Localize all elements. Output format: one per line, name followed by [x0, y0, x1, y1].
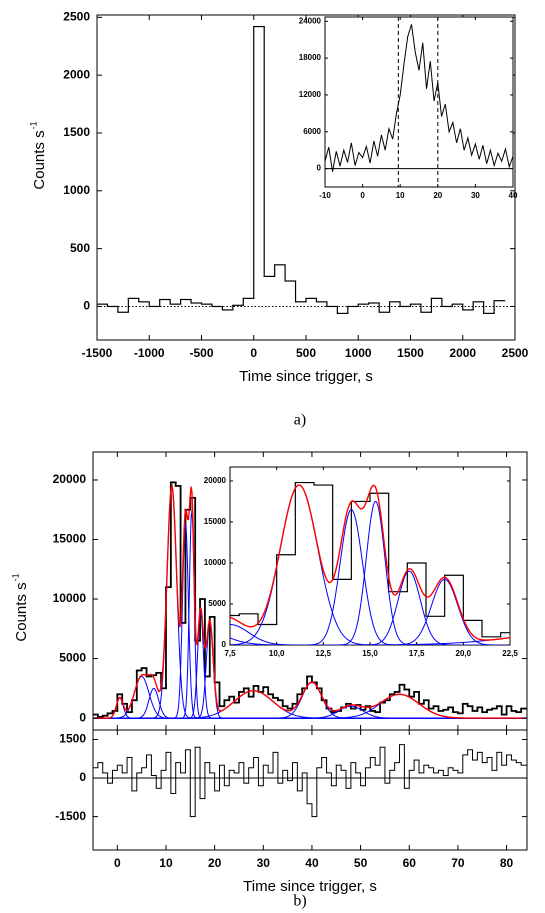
x-tick-label: 500 — [296, 346, 316, 360]
y-tick-label: 0 — [79, 710, 86, 724]
x-tick-label: 80 — [500, 856, 514, 870]
y-tick-label: 0 — [79, 770, 86, 784]
plot-frame — [92, 729, 528, 851]
fit-total — [93, 483, 527, 719]
x-tick-label: 2000 — [449, 346, 476, 360]
x-tick-label: 15,0 — [362, 649, 378, 658]
x-tick-label: 30 — [471, 191, 480, 200]
x-tick-label: 40 — [305, 856, 319, 870]
caption: a) — [294, 412, 306, 429]
plot-area — [97, 25, 515, 314]
y-tick-label: 15000 — [53, 532, 87, 546]
y-tick-label: 15000 — [204, 517, 227, 526]
y-tick-label: 0 — [222, 640, 227, 649]
x-tick-label: 30 — [257, 856, 271, 870]
x-tick-label: 20 — [433, 191, 442, 200]
data-line — [325, 24, 513, 172]
y-tick-label: 1500 — [63, 125, 90, 139]
y-tick-label: 20000 — [53, 472, 87, 486]
x-tick-label: 0 — [114, 856, 121, 870]
plot-area — [325, 17, 513, 187]
y-tick-label: 20000 — [204, 476, 227, 485]
x-tick-label: 50 — [354, 856, 368, 870]
y-tick-label: -1500 — [55, 809, 86, 823]
plot-area — [93, 481, 527, 719]
y-tick-label: 0 — [83, 299, 90, 313]
plot-frame — [324, 16, 514, 188]
y-tick-label: 2500 — [63, 9, 90, 23]
fit-total — [230, 484, 510, 641]
y-tick-label: 5000 — [208, 599, 226, 608]
plot-area — [93, 744, 527, 818]
x-tick-label: 10 — [159, 856, 173, 870]
caption: b) — [293, 893, 306, 910]
fit-component — [230, 509, 510, 645]
x-tick-label: 70 — [451, 856, 465, 870]
y-tick-label: 2000 — [63, 67, 90, 81]
y-tick-label: 10000 — [53, 591, 87, 605]
x-tick-label: 1000 — [345, 346, 372, 360]
x-axis-label: Time since trigger, s — [243, 878, 377, 895]
x-tick-label: 20 — [208, 856, 222, 870]
y-tick-label: 1500 — [59, 732, 86, 746]
y-tick-label: 5000 — [59, 651, 86, 665]
y-tick-label: 0 — [317, 164, 322, 173]
x-axis-label: Time since trigger, s — [239, 368, 373, 385]
x-tick-label: -10 — [319, 191, 331, 200]
x-tick-label: 1500 — [397, 346, 424, 360]
y-axis-label-sup: -1 — [10, 573, 20, 581]
x-tick-label: 2500 — [502, 346, 529, 360]
x-tick-label: 7,5 — [224, 649, 236, 658]
y-tick-label: 1000 — [63, 183, 90, 197]
y-tick-label: 18000 — [299, 53, 322, 62]
y-axis-label: Counts s — [13, 582, 30, 641]
fit-component — [230, 578, 510, 645]
x-tick-label: 0 — [360, 191, 365, 200]
y-axis-label: Counts s — [31, 130, 48, 189]
x-tick-label: 0 — [250, 346, 257, 360]
y-tick-label: 12000 — [299, 90, 322, 99]
x-tick-label: 20,0 — [456, 649, 472, 658]
y-tick-label: 6000 — [303, 127, 321, 136]
x-tick-label: 22,5 — [502, 649, 518, 658]
x-tick-label: 10 — [396, 191, 405, 200]
x-tick-label: -1500 — [82, 346, 113, 360]
fit-component — [230, 500, 510, 645]
y-tick-label: 500 — [70, 241, 90, 255]
x-tick-label: 17,5 — [409, 649, 425, 658]
y-axis-label-sup: -1 — [28, 121, 38, 129]
y-tick-label: 10000 — [204, 558, 227, 567]
y-tick-label: 24000 — [299, 16, 322, 25]
x-tick-label: 10,0 — [269, 649, 285, 658]
x-tick-label: 12,5 — [316, 649, 332, 658]
x-tick-label: -1000 — [134, 346, 165, 360]
x-tick-label: 60 — [403, 856, 417, 870]
x-tick-label: 40 — [509, 191, 518, 200]
x-tick-label: -500 — [189, 346, 213, 360]
